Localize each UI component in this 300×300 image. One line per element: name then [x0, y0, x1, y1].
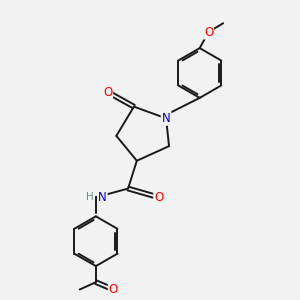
Text: H: H — [86, 192, 94, 202]
Text: O: O — [109, 283, 118, 296]
Text: N: N — [98, 191, 107, 204]
Text: O: O — [154, 191, 164, 204]
Text: O: O — [103, 85, 112, 98]
Text: N: N — [162, 112, 170, 125]
Text: O: O — [204, 26, 213, 38]
